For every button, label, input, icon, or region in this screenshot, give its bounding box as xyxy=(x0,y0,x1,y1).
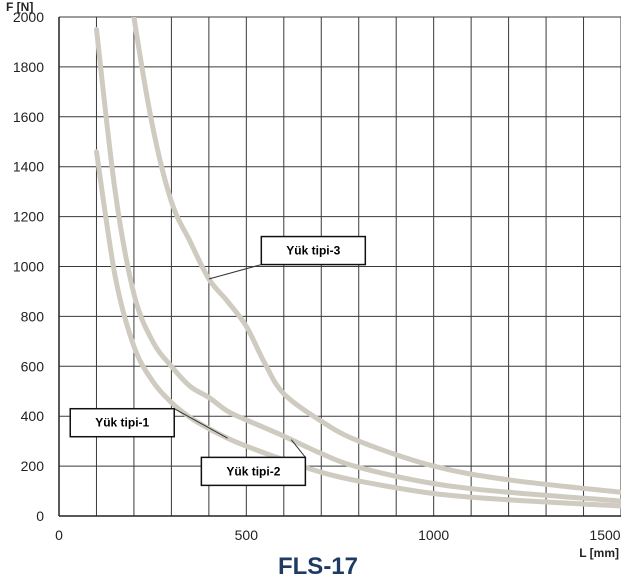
grid xyxy=(58,16,621,517)
y-axis-label: F [N] xyxy=(6,0,33,14)
annotation-box-1 xyxy=(69,407,175,438)
x-axis-ticks: 0 500 1000 1500 xyxy=(55,527,621,543)
annotation-leader-2 xyxy=(290,439,306,458)
y-axis-ticks: 0 200 400 600 800 1000 1200 1400 1600 1800 2000 xyxy=(13,9,44,524)
x-tick-label: 0 xyxy=(55,527,63,543)
annotation-leader-3 xyxy=(208,264,262,280)
y-tick-label: 2000 xyxy=(13,9,44,25)
annotation-box-3 xyxy=(260,235,367,266)
x-tick-label: 500 xyxy=(235,527,259,543)
x-tick-label: 1000 xyxy=(418,527,449,543)
y-tick-label: 1200 xyxy=(13,209,44,225)
y-tick-label: 1000 xyxy=(13,259,44,275)
y-tick-label: 600 xyxy=(21,358,45,374)
annotations: Yük tipi-1 Yük tipi-2 Yük tipi-3 xyxy=(69,235,367,487)
series-line-1 xyxy=(94,149,621,509)
y-tick-label: 800 xyxy=(21,308,45,324)
x-tick-label: 1500 xyxy=(589,527,620,543)
series-layer xyxy=(94,17,621,509)
x-axis-label: L [mm] xyxy=(579,546,619,560)
y-tick-label: 1800 xyxy=(13,59,44,75)
series-line-3 xyxy=(131,17,621,495)
y-tick-label: 0 xyxy=(36,508,44,524)
series-line-2 xyxy=(94,27,621,504)
chart-title: FLS-17 xyxy=(278,553,358,580)
annotation-box-2 xyxy=(200,456,307,487)
annotation-label-1: Yük tipi-1 xyxy=(95,416,149,430)
annotation-label-3: Yük tipi-3 xyxy=(286,244,340,258)
annotation-label-2: Yük tipi-2 xyxy=(226,464,280,478)
y-tick-label: 1600 xyxy=(13,109,44,125)
y-tick-label: 400 xyxy=(21,408,45,424)
y-tick-label: 1400 xyxy=(13,159,44,175)
y-tick-label: 200 xyxy=(21,458,45,474)
annotation-leader-1 xyxy=(173,408,228,439)
